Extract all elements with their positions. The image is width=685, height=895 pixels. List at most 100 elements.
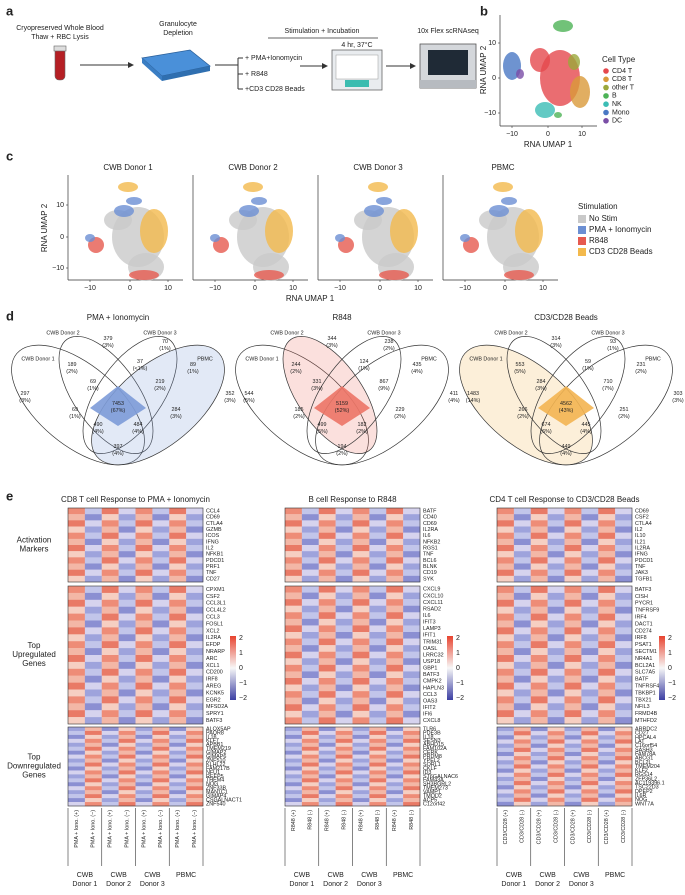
step-label: Granulocyte	[159, 21, 197, 28]
group-label: Donor 1	[72, 881, 97, 888]
heatmap-cell	[68, 586, 86, 594]
gene-label: CD69	[423, 521, 437, 527]
heatmap-cell	[497, 586, 515, 594]
heatmap-cell	[513, 538, 531, 546]
heatmap-cell	[564, 586, 582, 594]
heatmap-cell	[513, 756, 531, 761]
gene-label: ZFP36L2	[635, 776, 657, 782]
heatmap-cell	[118, 648, 136, 656]
heatmap-cell	[352, 514, 370, 521]
heatmap-cell	[118, 592, 136, 600]
region-count: 490	[94, 422, 103, 428]
heatmap-cell	[118, 786, 136, 791]
heatmap-cell	[497, 675, 515, 683]
heatmap-cell	[497, 747, 515, 753]
heatmap-cell	[513, 648, 531, 656]
heatmap-cell	[301, 520, 319, 527]
heatmap-cell	[135, 586, 153, 594]
heatmap-cell	[301, 746, 319, 751]
heatmap-cell	[152, 727, 170, 732]
heatmap-cell	[564, 797, 582, 803]
heatmap-cell	[564, 675, 582, 683]
heatmap-cell	[403, 778, 421, 783]
heatmap-cell	[285, 798, 303, 803]
gene-label: ALOX5AP	[206, 726, 231, 732]
heatmap-cell	[369, 684, 387, 692]
heatmap-cell	[169, 703, 187, 711]
set-label: CWB Donor 1	[245, 356, 278, 362]
heatmap-cell	[513, 569, 531, 577]
heatmap-cell	[186, 620, 204, 628]
heatmap-cell	[386, 734, 404, 740]
heatmap-cell	[530, 793, 548, 798]
heatmap-cell	[68, 655, 86, 663]
heatmap-cell	[335, 790, 353, 795]
legend-swatch	[578, 237, 586, 245]
heatmap-cell	[547, 586, 565, 594]
heatmap-cell	[581, 655, 599, 663]
heatmap-cell	[335, 697, 353, 705]
heatmap-cell	[68, 703, 86, 711]
heatmap-cell	[513, 641, 531, 649]
heatmap-cell	[285, 545, 303, 552]
heatmap-cell	[386, 794, 404, 799]
gene-label: TGFB1	[635, 576, 652, 582]
heatmap-cell	[169, 641, 187, 649]
heatmap-cell	[598, 620, 616, 628]
heatmap-cell	[68, 742, 86, 747]
gene-label: IL10	[635, 533, 646, 539]
row-label: Genes	[22, 659, 46, 668]
heatmap-cell	[152, 774, 170, 779]
group-label: CWB	[573, 872, 590, 879]
set-label: PBMC	[421, 356, 437, 362]
region-count: 1483	[467, 391, 479, 397]
heatmap-cell	[186, 613, 204, 621]
gene-label: SYK	[423, 576, 434, 582]
heatmap-cell	[118, 710, 136, 718]
heatmap-cell	[301, 704, 319, 712]
heatmap-cell	[169, 710, 187, 718]
heatmap-cell	[84, 782, 102, 787]
heatmap-cell	[369, 786, 387, 791]
heatmap-cell	[84, 742, 102, 747]
umap-cluster	[515, 209, 543, 253]
heatmap-cell	[513, 508, 531, 515]
heatmap-cell	[386, 754, 404, 759]
heatmap-cell	[564, 696, 582, 704]
heatmap-cell	[564, 739, 582, 744]
heatmap-cell	[615, 768, 633, 773]
heatmap-cell	[598, 785, 616, 790]
heatmap-cell	[152, 592, 170, 600]
heatmap-cell	[615, 735, 633, 740]
heatmap-cell	[530, 620, 548, 628]
heatmap-cell	[352, 697, 370, 705]
heatmap-cell	[598, 569, 616, 577]
colorbar-label: −1	[239, 680, 247, 687]
heatmap-cell	[497, 538, 515, 546]
heatmap-cell	[547, 613, 565, 621]
heatmap-cell	[547, 532, 565, 540]
column-label: PMA + Iono. (+)	[175, 810, 181, 848]
heatmap-cell	[564, 613, 582, 621]
heatmap-cell	[598, 735, 616, 740]
heatmap-cell	[403, 697, 421, 705]
heatmap-cell	[118, 668, 136, 676]
heatmap-cell	[186, 703, 204, 711]
heatmap-cell	[84, 710, 102, 718]
heatmap-cell	[497, 710, 515, 718]
heatmap-cell	[615, 751, 633, 757]
heatmap-cell	[530, 569, 548, 577]
heatmap-cell	[615, 538, 633, 546]
heatmap-cell	[369, 704, 387, 712]
heatmap-cell	[68, 551, 86, 558]
heatmap-cell	[547, 768, 565, 773]
heatmap-cell	[101, 758, 119, 763]
heatmap-cell	[581, 606, 599, 614]
heatmap-cell	[68, 606, 86, 614]
heatmap-cell	[101, 575, 119, 583]
heatmap-cell	[564, 569, 582, 577]
heatmap-cell	[564, 592, 582, 600]
heatmap-cell	[352, 802, 370, 807]
heatmap-cell	[152, 754, 170, 759]
region-count: 674	[542, 422, 551, 428]
